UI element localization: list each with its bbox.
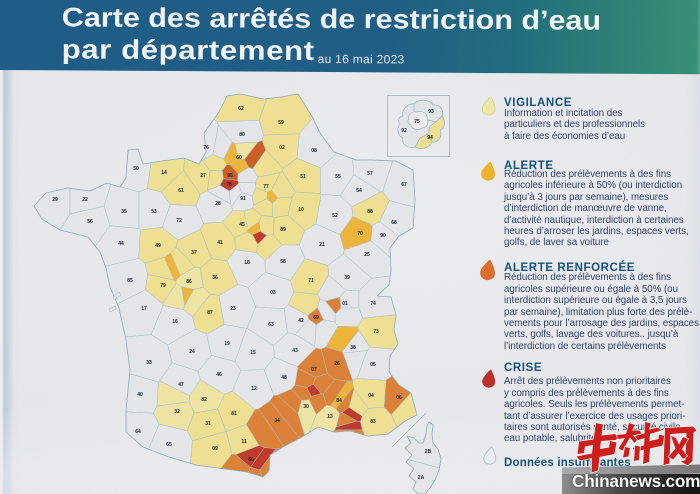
svg-text:03: 03 — [270, 290, 276, 296]
svg-text:46: 46 — [216, 372, 222, 378]
svg-text:68: 68 — [391, 220, 397, 226]
svg-text:02: 02 — [279, 145, 285, 151]
svg-text:92: 92 — [401, 128, 407, 134]
svg-text:49: 49 — [155, 243, 161, 249]
svg-text:44: 44 — [118, 241, 124, 247]
svg-text:07: 07 — [311, 367, 317, 373]
svg-text:14: 14 — [161, 170, 167, 176]
svg-text:31: 31 — [205, 421, 211, 427]
svg-text:86: 86 — [186, 279, 192, 285]
svg-text:78: 78 — [226, 182, 232, 188]
svg-text:29: 29 — [52, 197, 58, 203]
svg-text:66: 66 — [248, 457, 254, 463]
svg-text:05: 05 — [370, 362, 376, 368]
svg-text:16: 16 — [172, 319, 178, 325]
svg-text:85: 85 — [127, 278, 133, 284]
svg-text:91: 91 — [240, 196, 246, 202]
svg-text:32: 32 — [174, 409, 180, 415]
svg-text:95: 95 — [227, 173, 233, 179]
svg-text:24: 24 — [189, 349, 195, 355]
svg-text:41: 41 — [217, 240, 223, 246]
svg-text:57: 57 — [367, 171, 373, 177]
svg-text:89: 89 — [280, 227, 286, 233]
svg-text:67: 67 — [401, 182, 407, 188]
svg-text:52: 52 — [332, 213, 338, 219]
svg-text:37: 37 — [191, 250, 197, 256]
svg-text:61: 61 — [178, 188, 184, 194]
svg-text:64: 64 — [135, 429, 141, 435]
svg-text:17: 17 — [141, 306, 147, 312]
svg-text:28: 28 — [215, 201, 221, 207]
svg-text:53: 53 — [151, 209, 157, 215]
svg-text:54: 54 — [356, 188, 362, 194]
svg-text:08: 08 — [311, 148, 317, 154]
svg-text:71: 71 — [308, 278, 314, 284]
svg-text:50: 50 — [133, 166, 139, 172]
svg-text:62: 62 — [238, 106, 244, 112]
svg-text:72: 72 — [176, 218, 182, 224]
svg-text:83: 83 — [370, 419, 376, 425]
svg-text:56: 56 — [87, 219, 93, 225]
svg-text:80: 80 — [239, 132, 245, 138]
svg-text:35: 35 — [121, 209, 127, 215]
svg-text:19: 19 — [224, 341, 230, 347]
svg-text:47: 47 — [178, 382, 184, 388]
svg-text:12: 12 — [251, 386, 257, 392]
svg-text:18: 18 — [244, 260, 250, 266]
svg-text:84: 84 — [336, 398, 342, 404]
svg-text:23: 23 — [230, 306, 236, 312]
svg-text:48: 48 — [281, 375, 287, 381]
svg-text:34: 34 — [274, 418, 280, 424]
svg-text:39: 39 — [344, 275, 350, 281]
svg-text:13: 13 — [327, 414, 333, 420]
svg-text:25: 25 — [364, 252, 370, 258]
svg-text:43: 43 — [292, 348, 298, 354]
svg-text:36: 36 — [212, 275, 218, 281]
svg-text:90: 90 — [380, 233, 386, 239]
svg-text:60: 60 — [236, 155, 242, 161]
svg-text:09: 09 — [212, 446, 218, 452]
svg-text:06: 06 — [396, 395, 402, 401]
svg-text:55: 55 — [335, 174, 341, 180]
svg-text:04: 04 — [368, 393, 374, 399]
svg-text:82: 82 — [201, 397, 207, 403]
svg-text:70: 70 — [357, 231, 363, 237]
svg-text:38: 38 — [350, 345, 356, 351]
svg-text:10: 10 — [298, 207, 304, 213]
svg-text:81: 81 — [231, 411, 237, 417]
svg-text:30: 30 — [303, 404, 309, 410]
svg-text:76: 76 — [203, 145, 209, 151]
svg-text:69: 69 — [313, 315, 319, 321]
svg-text:26: 26 — [334, 361, 340, 367]
svg-text:63: 63 — [268, 322, 274, 328]
svg-text:58: 58 — [280, 259, 286, 265]
svg-text:94: 94 — [427, 135, 433, 141]
svg-text:65: 65 — [166, 442, 172, 448]
svg-text:27: 27 — [200, 173, 206, 179]
svg-text:51: 51 — [300, 174, 306, 180]
svg-text:79: 79 — [160, 283, 166, 289]
svg-text:59: 59 — [278, 120, 284, 126]
svg-text:74: 74 — [370, 301, 376, 307]
svg-text:75: 75 — [414, 119, 420, 125]
svg-text:01: 01 — [342, 301, 348, 307]
svg-text:73: 73 — [373, 329, 379, 335]
svg-text:15: 15 — [250, 350, 256, 356]
svg-text:45: 45 — [239, 222, 245, 228]
svg-text:2B: 2B — [425, 449, 432, 455]
svg-text:33: 33 — [146, 360, 152, 366]
svg-text:21: 21 — [319, 242, 325, 248]
svg-text:87: 87 — [207, 310, 213, 316]
svg-text:88: 88 — [367, 209, 373, 215]
svg-text:40: 40 — [137, 392, 143, 398]
svg-text:2A: 2A — [418, 475, 425, 481]
svg-text:42: 42 — [298, 318, 304, 324]
svg-text:93: 93 — [428, 109, 434, 115]
svg-text:77: 77 — [263, 184, 269, 190]
svg-text:11: 11 — [241, 439, 247, 445]
svg-text:22: 22 — [82, 197, 88, 203]
